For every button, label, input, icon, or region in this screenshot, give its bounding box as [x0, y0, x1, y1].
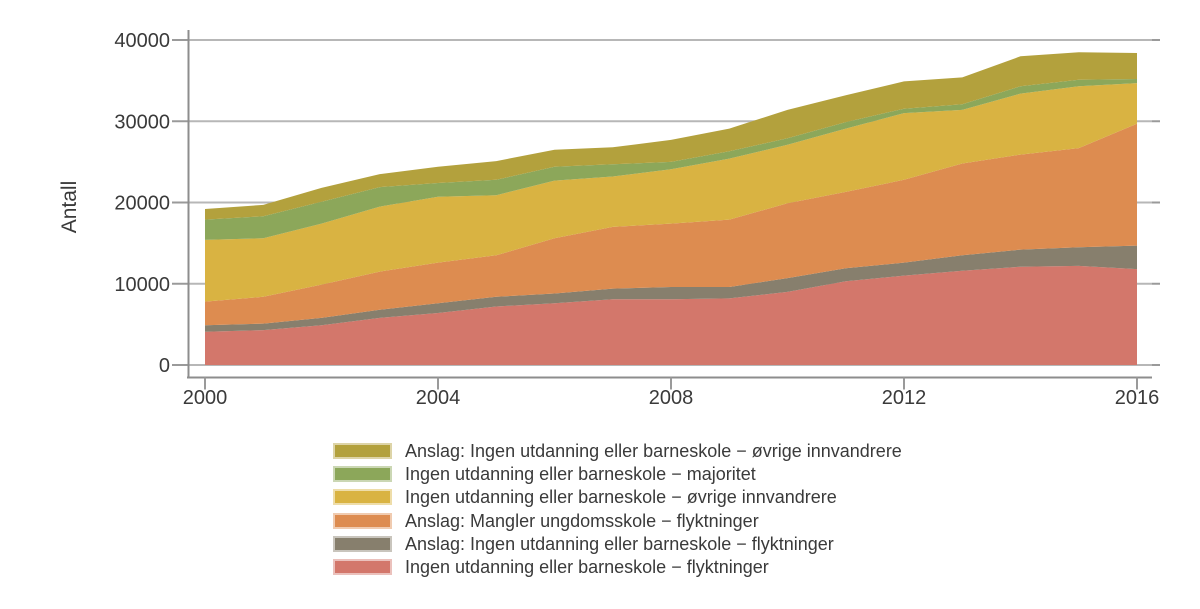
legend-swatch: [333, 512, 392, 529]
area-series: [205, 52, 1137, 220]
legend-swatch: [333, 465, 392, 482]
x-tick-label: 2008: [649, 387, 694, 409]
legend: Anslag: Ingen utdanning eller barneskole…: [333, 439, 902, 579]
y-tick-label: 20000: [114, 193, 170, 215]
legend-item: Anslag: Ingen utdanning eller barneskole…: [333, 532, 902, 555]
area-series: [205, 265, 1137, 365]
legend-label: Ingen utdanning eller barneskole − major…: [405, 463, 756, 484]
legend-label: Anslag: Mangler ungdomsskole − flyktning…: [405, 510, 759, 531]
area-series: [205, 79, 1137, 240]
legend-label: Ingen utdanning eller barneskole − øvrig…: [405, 487, 837, 508]
legend-item: Anslag: Mangler ungdomsskole − flyktning…: [333, 509, 902, 532]
area-series: [205, 83, 1137, 302]
x-tick-label: 2016: [1115, 387, 1160, 409]
y-tick-label: 10000: [114, 274, 170, 296]
legend-item: Anslag: Ingen utdanning eller barneskole…: [333, 439, 902, 462]
area-series: [205, 245, 1137, 332]
legend-label: Anslag: Ingen utdanning eller barneskole…: [405, 440, 902, 461]
legend-item: Ingen utdanning eller barneskole − major…: [333, 462, 902, 485]
area-series: [205, 123, 1137, 326]
legend-swatch: [333, 559, 392, 576]
y-tick-label: 40000: [114, 30, 170, 52]
y-axis-title: Antall: [58, 180, 81, 234]
legend-label: Anslag: Ingen utdanning eller barneskole…: [405, 533, 834, 554]
legend-item: Ingen utdanning eller barneskole − flykt…: [333, 555, 902, 578]
x-tick-label: 2000: [183, 387, 228, 409]
legend-swatch: [333, 535, 392, 552]
legend-swatch: [333, 442, 392, 459]
legend-item: Ingen utdanning eller barneskole − øvrig…: [333, 486, 902, 509]
legend-swatch: [333, 489, 392, 506]
y-tick-label: 0: [159, 355, 170, 377]
y-tick-label: 30000: [114, 111, 170, 133]
x-tick-label: 2012: [882, 387, 927, 409]
legend-label: Ingen utdanning eller barneskole − flykt…: [405, 557, 769, 578]
x-tick-label: 2004: [416, 387, 461, 409]
